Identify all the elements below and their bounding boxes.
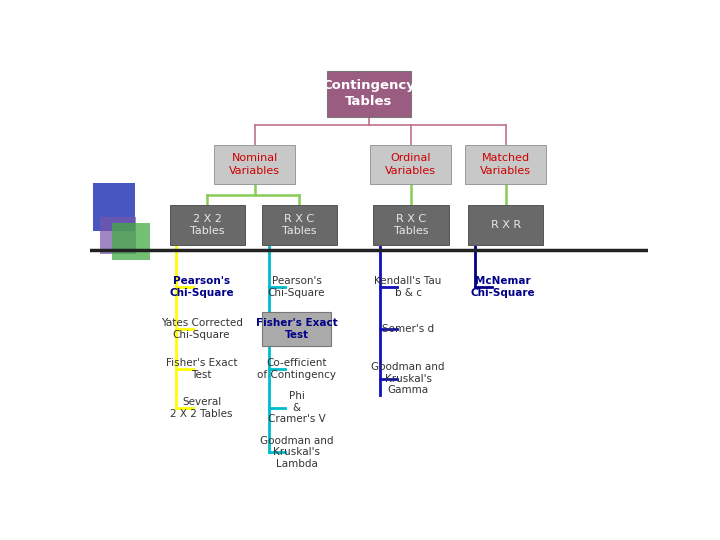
FancyBboxPatch shape (169, 205, 245, 245)
Text: Phi
&
Cramer's V: Phi & Cramer's V (268, 392, 325, 424)
Text: Contingency
Tables: Contingency Tables (323, 79, 415, 109)
Text: Fisher's Exact
Test: Fisher's Exact Test (166, 359, 238, 380)
FancyBboxPatch shape (100, 217, 136, 254)
Text: Co-efficient
of Contingency: Co-efficient of Contingency (257, 359, 336, 380)
Text: Kendall's Tau
b & c: Kendall's Tau b & c (374, 276, 442, 298)
FancyBboxPatch shape (465, 145, 546, 184)
Text: R X C
Tables: R X C Tables (282, 214, 317, 236)
Text: Ordinal
Variables: Ordinal Variables (385, 153, 436, 176)
FancyBboxPatch shape (373, 205, 449, 245)
Text: Pearson's
Chi-Square: Pearson's Chi-Square (268, 276, 325, 298)
Text: Nominal
Variables: Nominal Variables (229, 153, 280, 176)
Text: McNemar
Chi-Square: McNemar Chi-Square (471, 276, 535, 298)
FancyBboxPatch shape (93, 183, 135, 231)
Text: Goodman and
Kruskal's
Lambda: Goodman and Kruskal's Lambda (260, 436, 333, 469)
FancyBboxPatch shape (261, 312, 331, 346)
Text: R X R: R X R (490, 220, 521, 230)
Text: 2 X 2
Tables: 2 X 2 Tables (190, 214, 225, 236)
FancyBboxPatch shape (261, 205, 337, 245)
FancyBboxPatch shape (370, 145, 451, 184)
Text: Fisher's Exact
Test: Fisher's Exact Test (256, 318, 338, 340)
FancyBboxPatch shape (327, 71, 411, 117)
Text: Several
2 X 2 Tables: Several 2 X 2 Tables (171, 397, 233, 418)
FancyBboxPatch shape (468, 205, 544, 245)
FancyBboxPatch shape (214, 145, 295, 184)
FancyBboxPatch shape (112, 223, 150, 260)
Text: Pearson's
Chi-Square: Pearson's Chi-Square (169, 276, 234, 298)
Text: Matched
Variables: Matched Variables (480, 153, 531, 176)
Text: Yates Corrected
Chi-Square: Yates Corrected Chi-Square (161, 318, 243, 340)
Text: Somer's d: Somer's d (382, 324, 434, 334)
Text: Goodman and
Kruskal's
Gamma: Goodman and Kruskal's Gamma (372, 362, 445, 395)
Text: R X C
Tables: R X C Tables (394, 214, 428, 236)
